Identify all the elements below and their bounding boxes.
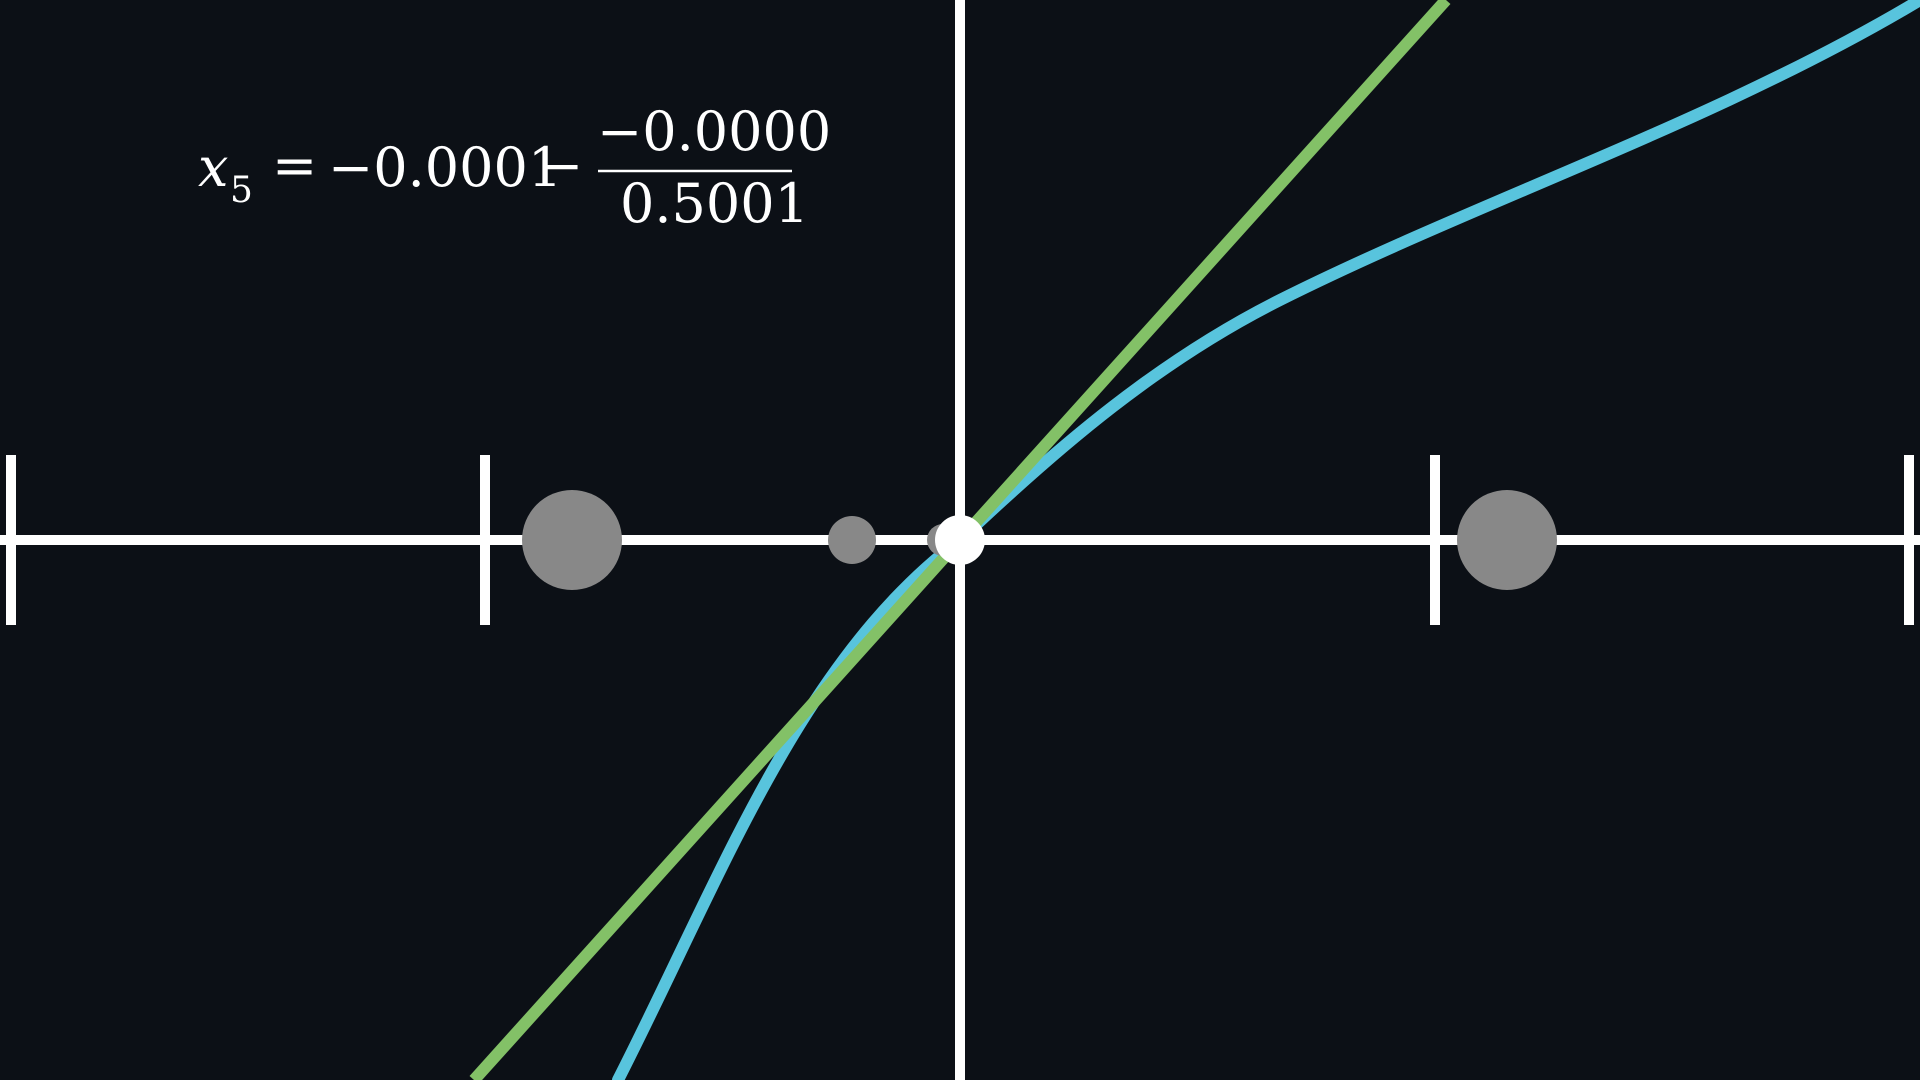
equation-minus-sign: − [538, 134, 583, 197]
previous-guess-dot [828, 516, 876, 564]
newton-update-equation: x 5 = −0.0001 − −0.0000 0.5001 [198, 100, 831, 235]
equation-lhs-subscript: 5 [230, 170, 253, 211]
equation-denominator: 0.5001 [620, 172, 809, 235]
previous-guess-dot [522, 490, 622, 590]
equation-lhs-symbol: x [198, 136, 228, 199]
previous-guess-dot [1457, 490, 1557, 590]
equation-numerator: −0.0000 [597, 100, 831, 163]
current-guess-dot [935, 515, 985, 565]
equation-current-value: −0.0001 [328, 136, 562, 199]
equation-equals-sign: = [272, 134, 317, 197]
function-curve [612, 0, 1920, 1080]
